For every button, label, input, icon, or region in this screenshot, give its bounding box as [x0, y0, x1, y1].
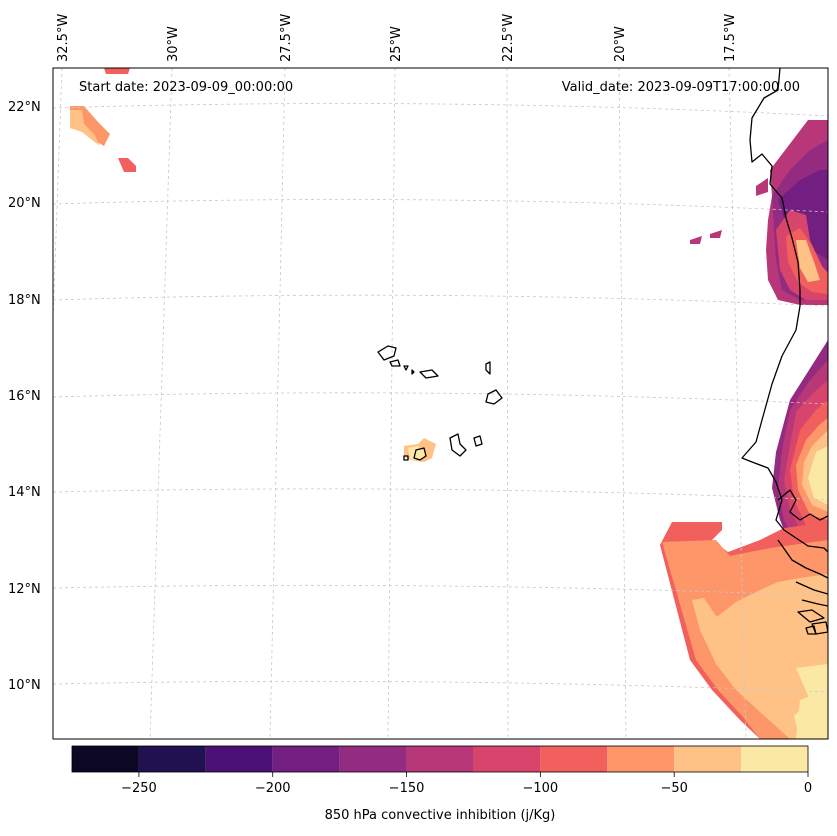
lat-label: 16°N — [8, 389, 41, 404]
cin-patch — [70, 110, 100, 146]
map-frame — [52, 67, 829, 740]
cin-contours — [70, 68, 828, 739]
colorbar-segment — [205, 746, 273, 772]
cin-patch — [118, 158, 136, 172]
lon-label: 25°W — [389, 26, 404, 62]
map-panel: Start date: 2023-09-09_00:00:00 Valid_da… — [53, 68, 828, 739]
lat-label: 12°N — [8, 582, 41, 597]
lat-label: 14°N — [8, 485, 41, 500]
cin-patch — [710, 230, 722, 238]
colorbar-tick-label: −250 — [121, 781, 157, 796]
lat-label: 10°N — [8, 678, 41, 693]
island-sal — [485, 361, 491, 375]
colorbar-frame — [71, 745, 809, 773]
cin-patch — [796, 690, 828, 739]
colorbar-tick-label: 0 — [804, 781, 812, 796]
island-fogo — [413, 447, 427, 461]
start-date-annotation: Start date: 2023-09-09_00:00:00 — [79, 80, 293, 95]
island-sao-vicente — [389, 359, 401, 367]
lon-label: 32.5°W — [56, 14, 71, 62]
valid-date-annotation: Valid_date: 2023-09-09T17:00:00.00 — [562, 80, 800, 95]
cin-patch — [690, 236, 702, 244]
colorbar-segment — [72, 746, 139, 772]
lat-label: 22°N — [8, 100, 41, 115]
island-brava — [403, 455, 409, 461]
colorbar-tick-label: −100 — [523, 781, 559, 796]
colorbar-segment — [406, 746, 474, 772]
lon-label: 22.5°W — [501, 14, 516, 62]
island-santo-antao — [377, 345, 397, 361]
colorbar-segment — [138, 746, 206, 772]
colorbar-tick-label: −50 — [660, 781, 687, 796]
colorbar-segment — [741, 746, 808, 772]
cin-patch — [718, 574, 828, 620]
cin-patch — [408, 446, 426, 460]
gridlines — [53, 68, 828, 739]
latitude-labels: 22°N 20°N 18°N 16°N 14°N 12°N 10°N — [8, 100, 41, 693]
colorbar-segment — [473, 746, 541, 772]
longitude-labels: 32.5°W 30°W 27.5°W 25°W 22.5°W 20°W 17.5… — [56, 14, 738, 62]
colorbar-segment — [272, 746, 340, 772]
coastlines — [377, 68, 828, 635]
island-boa-vista — [485, 389, 503, 405]
island-santiago — [449, 433, 467, 457]
colorbar: −250 −200 −150 −100 −50 0 — [71, 745, 812, 796]
colorbar-segment — [607, 746, 675, 772]
lon-label: 20°W — [613, 26, 628, 62]
colorbar-segment — [540, 746, 608, 772]
cin-patch — [796, 240, 820, 282]
island-sao-nicolau — [419, 369, 439, 379]
cin-patch — [756, 178, 768, 196]
lon-label: 27.5°W — [279, 14, 294, 62]
colorbar-segment — [674, 746, 742, 772]
lon-label: 17.5°W — [723, 14, 738, 62]
lat-label: 18°N — [8, 293, 41, 308]
cin-patch — [808, 446, 828, 505]
colorbar-tick-label: −150 — [389, 781, 425, 796]
lon-label: 30°W — [166, 26, 181, 62]
lat-label: 20°N — [8, 196, 41, 211]
island-maio — [473, 435, 483, 447]
cin-patch — [104, 68, 130, 74]
colorbar-segment — [339, 746, 407, 772]
african-coastline — [741, 68, 828, 553]
cin-patch — [692, 598, 828, 739]
colorbar-title: 850 hPa convective inhibition (j/Kg) — [324, 808, 556, 823]
colorbar-tick-label: −200 — [255, 781, 291, 796]
